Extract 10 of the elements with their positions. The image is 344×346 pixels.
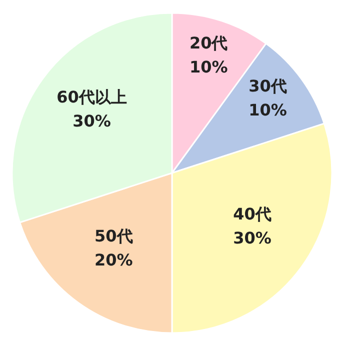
slice-label: 60代以上 xyxy=(56,88,127,107)
data-label: 30% xyxy=(233,228,272,248)
slice-label: 30代 xyxy=(248,76,287,96)
data-label: 20% xyxy=(94,250,133,270)
slice-label: 20代 xyxy=(189,33,228,52)
data-label: 10% xyxy=(248,100,287,120)
data-label: 10% xyxy=(189,57,228,76)
slice-label: 40代 xyxy=(233,204,272,224)
slice-label: 50代 xyxy=(94,226,133,246)
data-label: 30% xyxy=(72,112,111,131)
